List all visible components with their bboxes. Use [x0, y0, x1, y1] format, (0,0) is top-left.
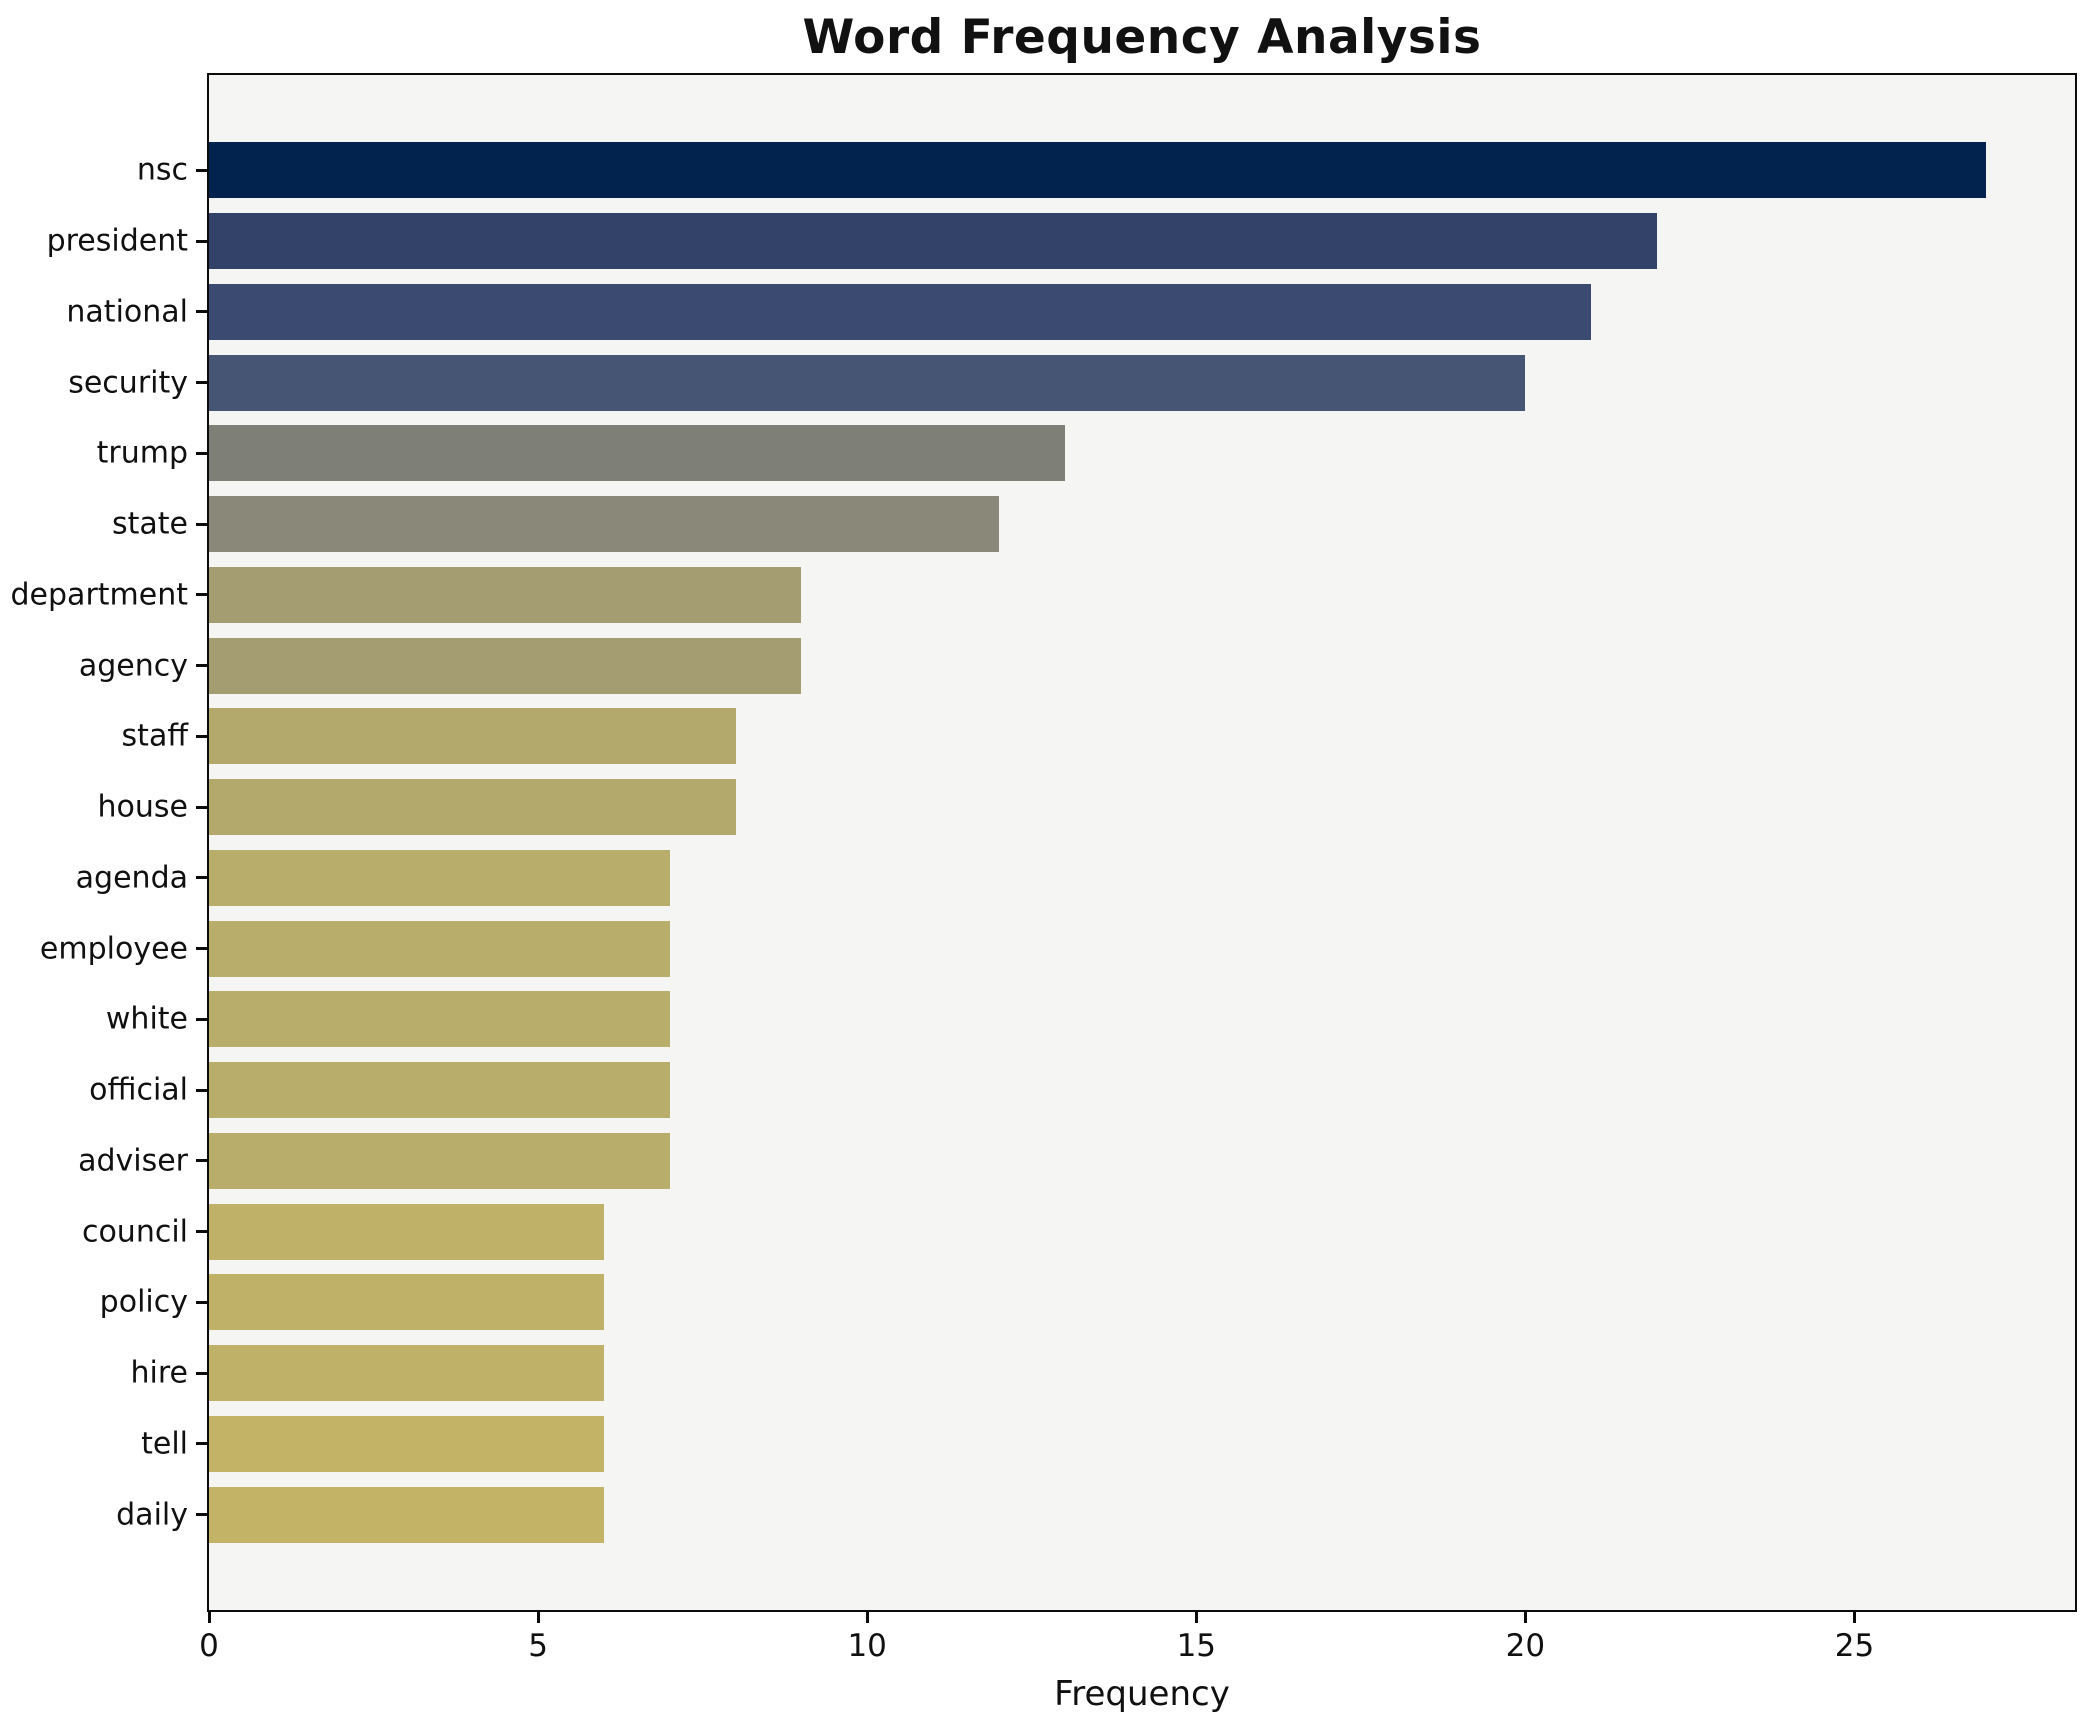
x-tick-25	[1853, 1612, 1856, 1623]
x-tick-15	[1194, 1612, 1198, 1623]
bar-national	[209, 283, 1592, 340]
y-tick-label-department: department	[10, 577, 188, 613]
y-tick-label-national: national	[66, 294, 188, 330]
bar-state	[209, 496, 999, 553]
y-tick-label-agenda: agenda	[75, 860, 188, 896]
y-tick-label-house: house	[97, 789, 188, 825]
x-tick-0	[207, 1612, 211, 1623]
y-tick-official	[196, 1088, 207, 1092]
y-tick-house	[196, 805, 207, 809]
y-tick-staff	[196, 734, 207, 738]
y-tick-council	[196, 1230, 207, 1234]
y-tick-nsc	[196, 168, 207, 172]
y-tick-label-nsc: nsc	[136, 152, 188, 188]
bar-white	[209, 991, 670, 1048]
y-tick-security	[196, 381, 207, 385]
y-tick-label-hire: hire	[130, 1355, 188, 1391]
bar-adviser	[209, 1132, 670, 1189]
x-tick-label-15: 15	[1176, 1628, 1217, 1664]
x-tick-20	[1523, 1612, 1527, 1623]
y-tick-label-president: president	[46, 223, 188, 259]
y-tick-label-adviser: adviser	[78, 1143, 188, 1179]
y-tick-label-council: council	[81, 1214, 188, 1250]
bar-policy	[209, 1274, 604, 1331]
y-tick-label-security: security	[68, 365, 188, 401]
x-tick-label-10: 10	[847, 1628, 887, 1664]
plot-inner	[209, 75, 2075, 1610]
plot-area	[207, 73, 2077, 1612]
y-tick-adviser	[196, 1159, 207, 1163]
y-tick-hire	[196, 1371, 207, 1375]
bar-security	[209, 354, 1526, 411]
bar-hire	[209, 1345, 604, 1402]
y-tick-label-agency: agency	[78, 648, 188, 684]
y-tick-trump	[196, 451, 207, 455]
x-axis-label: Frequency	[1054, 1674, 1230, 1714]
x-tick-label-20: 20	[1505, 1628, 1546, 1664]
y-tick-white	[196, 1017, 207, 1021]
x-tick-label-0: 0	[199, 1628, 219, 1664]
bar-employee	[209, 920, 670, 977]
y-tick-tell	[196, 1442, 207, 1446]
bar-tell	[209, 1415, 604, 1472]
bar-nsc	[209, 142, 1987, 199]
y-tick-agenda	[196, 876, 207, 880]
x-tick-label-5: 5	[528, 1628, 548, 1664]
bar-official	[209, 1062, 670, 1119]
x-tick-5	[536, 1612, 540, 1623]
y-tick-label-state: state	[112, 506, 188, 542]
y-tick-policy	[196, 1300, 207, 1304]
y-tick-label-daily: daily	[116, 1497, 188, 1533]
bar-council	[209, 1203, 604, 1260]
y-tick-agency	[196, 664, 207, 668]
y-tick-national	[196, 310, 207, 314]
bar-daily	[209, 1486, 604, 1543]
y-tick-department	[196, 593, 207, 597]
x-tick-label-25: 25	[1834, 1628, 1875, 1664]
y-tick-label-tell: tell	[141, 1426, 188, 1462]
bar-department	[209, 566, 802, 623]
y-tick-label-policy: policy	[99, 1284, 188, 1320]
y-tick-label-employee: employee	[39, 931, 188, 967]
bar-agenda	[209, 849, 670, 906]
y-tick-label-trump: trump	[96, 435, 188, 471]
bar-trump	[209, 425, 1065, 482]
bar-house	[209, 779, 736, 836]
bar-agency	[209, 637, 802, 694]
y-tick-label-white: white	[105, 1001, 188, 1037]
chart-title: Word Frequency Analysis	[802, 10, 1482, 65]
x-tick-10	[865, 1612, 869, 1623]
y-tick-president	[196, 239, 207, 243]
bar-president	[209, 213, 1658, 270]
y-tick-employee	[196, 947, 207, 951]
y-tick-label-official: official	[89, 1072, 188, 1108]
y-tick-state	[196, 522, 207, 526]
bar-staff	[209, 708, 736, 765]
y-tick-label-staff: staff	[121, 718, 188, 754]
y-tick-daily	[196, 1513, 207, 1517]
